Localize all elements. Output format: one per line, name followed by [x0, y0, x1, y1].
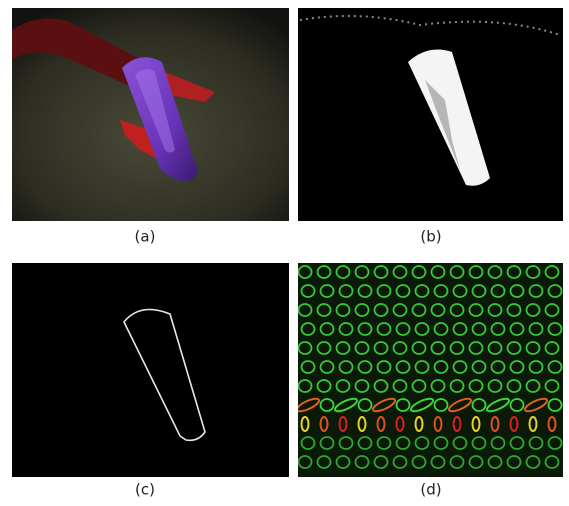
- panel-caption: (d): [420, 481, 441, 499]
- panel-d-image: [295, 263, 563, 477]
- figure: (a) (b) (c) (d): [0, 0, 569, 502]
- panel-caption: (a): [135, 228, 156, 246]
- panel-b-image: [298, 8, 563, 221]
- panel-a-image: [12, 8, 289, 221]
- panel-c-image: [12, 263, 289, 477]
- page: (a) (b) (c) (d) (() => { const data = JS…: [0, 0, 569, 502]
- panel-caption: (c): [135, 481, 155, 499]
- panel-caption: (b): [420, 228, 441, 246]
